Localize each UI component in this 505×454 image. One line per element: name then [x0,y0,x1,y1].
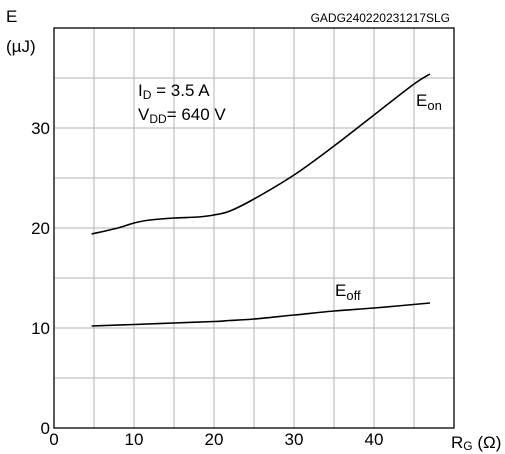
chart-grid [54,28,454,428]
series-label-eon: Eon [416,91,442,113]
plot-frame [53,27,455,429]
y-tick-label: 30 [31,119,50,138]
y-tick-label: 10 [31,319,50,338]
axis-ticks: 0 10 20 30 40 0 10 20 30 [31,119,383,449]
x-tick-label: 0 [49,430,58,449]
figure-code: GADG240220231217SLG [311,11,450,25]
y-axis-unit: (µJ) [6,37,36,56]
x-tick-label: 30 [285,430,304,449]
x-tick-label: 10 [125,430,144,449]
series-line-eon [91,73,431,235]
y-tick-label: 20 [31,219,50,238]
condition-voltage: VDD= 640 V [138,105,226,126]
chart-curves [91,73,431,327]
condition-current: ID = 3.5 A [138,81,210,102]
series-line-eoff [91,302,431,327]
series-label-eoff: Eoff [335,281,361,303]
x-tick-label: 20 [205,430,224,449]
y-axis-label: E [6,7,17,26]
x-tick-label: 40 [365,430,384,449]
x-axis-label: RG (Ω) [451,433,501,453]
y-tick-label: 0 [41,419,50,438]
